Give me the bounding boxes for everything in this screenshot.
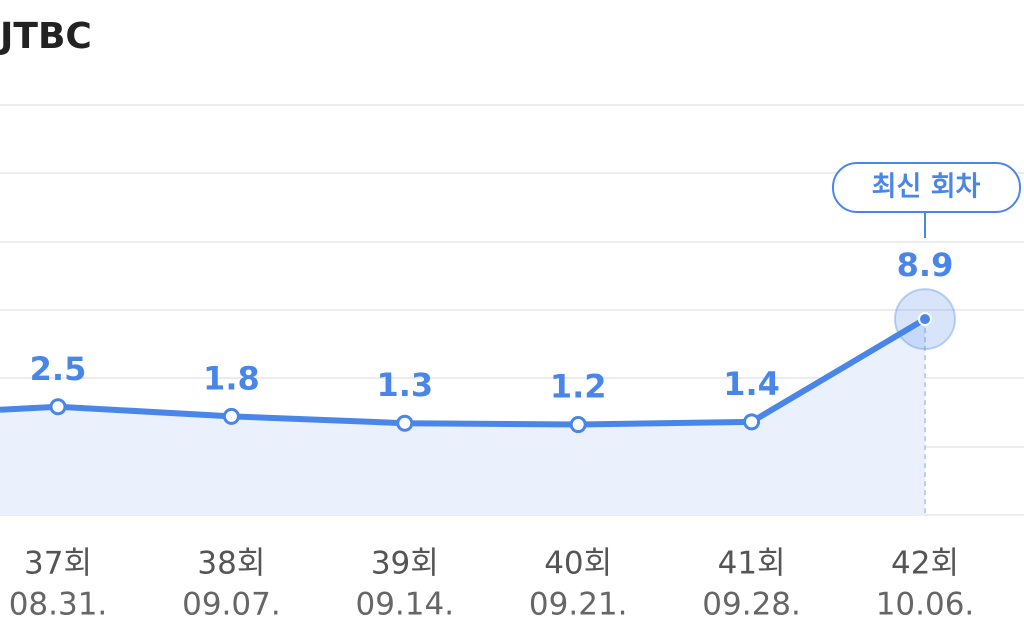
x-date-label: 10.06. [876, 587, 975, 623]
x-tick-label: 37회 [24, 546, 92, 582]
value-label: 1.3 [376, 366, 433, 404]
value-label: 1.8 [203, 359, 260, 397]
point [396, 414, 414, 432]
point [918, 312, 932, 327]
x-tick-label: 42회 [891, 546, 959, 582]
value-label: 1.2 [550, 368, 607, 406]
x-tick-label: 40회 [544, 546, 612, 582]
lead-in [0, 403, 59, 413]
x-tick-label: 41회 [718, 546, 786, 582]
x-date-label: 08.31. [9, 587, 108, 623]
x-date-label: 09.14. [355, 587, 454, 623]
value-label: 2.5 [30, 350, 87, 388]
line [57, 316, 927, 428]
point [49, 398, 67, 416]
x-tick-label: 39회 [371, 546, 439, 582]
x-date-label: 09.21. [529, 587, 628, 623]
point [743, 413, 761, 431]
value-label: 8.9 [897, 246, 954, 284]
point [569, 416, 587, 434]
badge-label: 최신 회차 [872, 172, 981, 203]
chart-title: JTBC [0, 16, 92, 57]
x-tick-label: 38회 [197, 546, 265, 582]
point [222, 407, 240, 425]
area [0, 319, 925, 515]
x-date-label: 09.28. [702, 587, 801, 623]
badge [832, 162, 1021, 213]
x-date-label: 09.07. [182, 587, 281, 623]
value-label: 1.4 [723, 365, 780, 403]
